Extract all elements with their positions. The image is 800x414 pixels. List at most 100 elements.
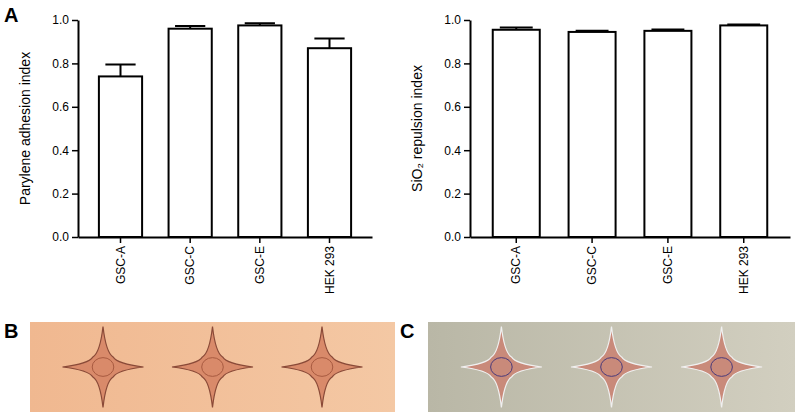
error-bar — [314, 38, 344, 48]
axis-line — [471, 237, 791, 239]
cell-nucleus — [202, 358, 224, 377]
error-bars — [500, 25, 760, 32]
image-background — [428, 322, 795, 412]
chart: 0.0 0.2 0.4 0.6 0.8 1.0 GSC-A GSC-C GSC-E HEK 293… — [17, 13, 373, 294]
bar — [493, 30, 540, 237]
bar — [644, 31, 691, 237]
plot-area — [493, 25, 768, 237]
error-bar — [576, 31, 609, 32]
cell — [172, 327, 253, 408]
axis-line — [78, 21, 80, 238]
tick-label: HEK 293 — [737, 246, 751, 294]
y-axis: 0.0 0.2 0.4 0.6 0.8 1.0 — [444, 13, 470, 244]
tick-label: HEK 293 — [323, 246, 337, 294]
tick-mark — [591, 237, 593, 243]
tick: GSC-E — [661, 237, 675, 284]
tick: HEK 293 — [737, 237, 751, 294]
y-axis-title: SiO₂ repulsion index — [409, 65, 425, 192]
tick: 1.0 — [444, 13, 470, 27]
tick-label: GSC-C — [585, 246, 599, 285]
tick-mark — [464, 150, 470, 152]
error-bar — [651, 30, 684, 31]
micrograph — [30, 322, 395, 412]
tick: GSC-C — [585, 237, 599, 285]
tick-mark — [259, 237, 261, 243]
tick-label: 0.0 — [52, 230, 69, 244]
tick: 0.6 — [444, 100, 470, 114]
tick-label: 0.8 — [52, 57, 69, 71]
panel-label: B — [4, 320, 18, 342]
tick-label: 0.2 — [444, 187, 461, 201]
tick-mark — [464, 63, 470, 65]
tick-mark — [189, 237, 191, 243]
error-bar — [500, 28, 533, 30]
tick-label: 0.6 — [52, 100, 69, 114]
y-axis: 0.0 0.2 0.4 0.6 0.8 1.0 — [52, 13, 78, 244]
tick-label: GSC-A — [509, 246, 523, 284]
tick-label: 0.8 — [444, 57, 461, 71]
tick-label: GSC-A — [114, 246, 128, 284]
tick-mark — [72, 150, 78, 152]
tick: 1.0 — [52, 13, 78, 27]
bar — [569, 32, 616, 237]
cell — [681, 327, 762, 408]
bar — [720, 25, 767, 237]
plot-area — [99, 23, 351, 237]
tick-mark — [667, 237, 669, 243]
tick-mark — [72, 237, 78, 239]
error-bar — [727, 24, 760, 27]
tick-label: 0.6 — [444, 100, 461, 114]
tick: 0.8 — [444, 57, 470, 71]
tick: 0.4 — [52, 144, 78, 158]
tick-mark — [464, 237, 470, 239]
tick-label: 0.2 — [52, 187, 69, 201]
tick: 0.2 — [52, 187, 78, 201]
tick-mark — [72, 20, 78, 22]
chart: 0.0 0.2 0.4 0.6 0.8 1.0 GSC-A GSC-C GSC-E HEK 293… — [409, 13, 791, 294]
bar — [238, 25, 281, 237]
error-bar — [175, 26, 205, 29]
cell-nucleus — [311, 358, 333, 377]
tick: 0.8 — [52, 57, 78, 71]
panel-label: C — [400, 320, 414, 342]
tick-mark — [120, 237, 122, 243]
tick: HEK 293 — [323, 237, 337, 294]
tick-label: GSC-E — [661, 246, 675, 284]
tick-label: 1.0 — [444, 13, 461, 27]
tick-label: GSC-C — [183, 246, 197, 285]
bar — [169, 29, 212, 237]
tick-label: GSC-E — [253, 246, 267, 284]
tick: GSC-E — [253, 237, 267, 284]
tick-mark — [464, 193, 470, 195]
figure: 0.0 0.2 0.4 0.6 0.8 1.0 GSC-A GSC-C GSC-E HEK 293… — [0, 0, 800, 414]
micrograph — [428, 322, 795, 412]
tick-mark — [464, 107, 470, 109]
axis-line — [470, 21, 472, 238]
tick: 0.4 — [444, 144, 470, 158]
bar — [99, 76, 142, 237]
tick: GSC-C — [183, 237, 197, 285]
tick-mark — [516, 237, 518, 243]
tick: 0.6 — [52, 100, 78, 114]
tick: 0.0 — [444, 230, 470, 244]
tick-mark — [743, 237, 745, 243]
cell — [571, 327, 652, 408]
tick: GSC-A — [509, 237, 523, 284]
image-background — [30, 322, 395, 412]
tick-mark — [72, 193, 78, 195]
tick-mark — [72, 63, 78, 65]
cell-nucleus — [601, 358, 623, 377]
x-axis: GSC-A GSC-C GSC-E HEK 293 — [471, 237, 791, 294]
cell-nucleus — [711, 358, 733, 377]
tick: GSC-A — [114, 237, 128, 284]
error-bars — [105, 23, 344, 76]
tick-label: 0.4 — [444, 144, 461, 158]
tick-label: 0.0 — [444, 230, 461, 244]
axis-line — [79, 237, 373, 239]
bar — [308, 48, 351, 237]
tick-mark — [329, 237, 331, 243]
cell-nucleus — [491, 358, 513, 377]
cell — [63, 327, 144, 408]
x-axis: GSC-A GSC-C GSC-E HEK 293 — [79, 237, 373, 294]
tick: 0.0 — [52, 230, 78, 244]
